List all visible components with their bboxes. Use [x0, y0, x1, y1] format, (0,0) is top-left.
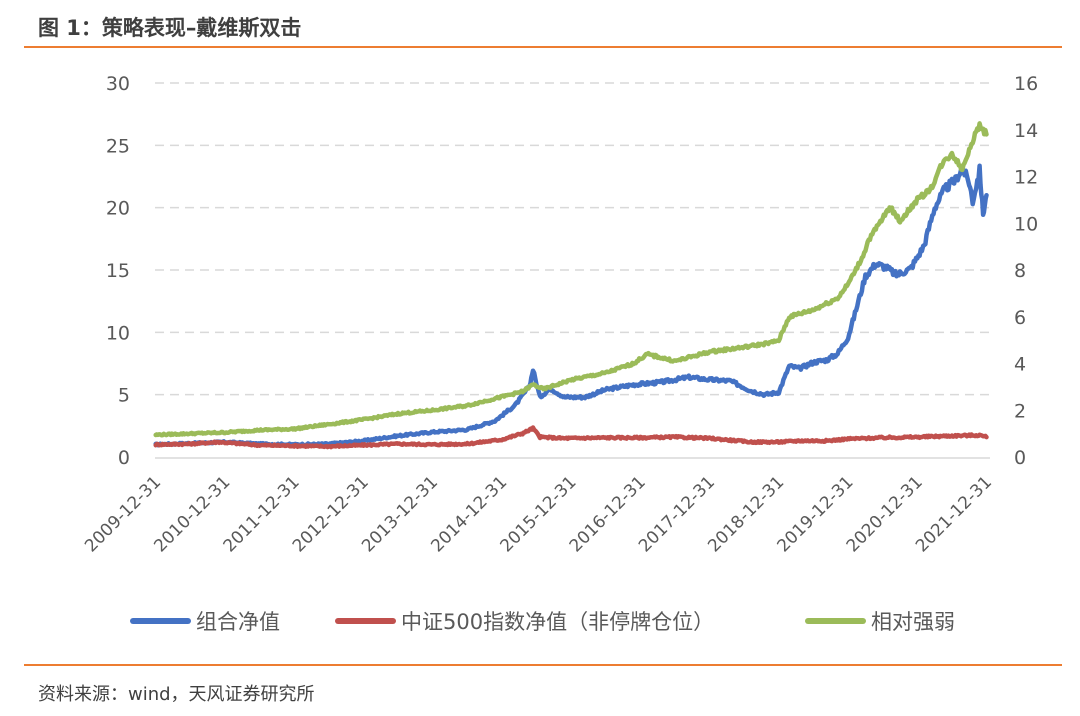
- series-line-2: [153, 121, 989, 438]
- title-divider: [24, 46, 1062, 48]
- y-right-tick-label: 12: [1014, 167, 1038, 189]
- source-divider: [24, 664, 1062, 666]
- figure-title: 图 1：策略表现–戴维斯双击: [38, 16, 302, 40]
- y-left-tick-label: 30: [106, 73, 130, 95]
- y-left-tick-label: 5: [118, 385, 130, 407]
- y-right-tick-label: 10: [1014, 213, 1038, 235]
- legend-label-0: 组合净值: [196, 610, 280, 634]
- y-right-tick-label: 6: [1014, 307, 1026, 329]
- y-left-tick-label: 0: [118, 447, 130, 469]
- y-right-tick-label: 4: [1014, 354, 1026, 376]
- series-line-1: [153, 425, 989, 450]
- y-left-tick-label: 15: [106, 260, 130, 282]
- line-chart: 05101520253002468101214162009-12-312010-…: [81, 73, 1038, 634]
- y-right-tick-label: 0: [1014, 447, 1026, 469]
- legend-label-2: 相对强弱: [871, 610, 955, 634]
- y-right-tick-label: 8: [1014, 260, 1026, 282]
- y-left-tick-label: 20: [106, 198, 130, 220]
- source-note: 资料来源：wind，天风证券研究所: [38, 684, 315, 705]
- y-right-tick-label: 2: [1014, 400, 1026, 422]
- y-right-tick-label: 16: [1014, 73, 1038, 95]
- y-left-tick-label: 10: [106, 322, 130, 344]
- y-left-tick-label: 25: [106, 135, 130, 157]
- legend-label-1: 中证500指数净值（非停牌仓位）: [401, 610, 714, 634]
- y-right-tick-label: 14: [1014, 120, 1038, 142]
